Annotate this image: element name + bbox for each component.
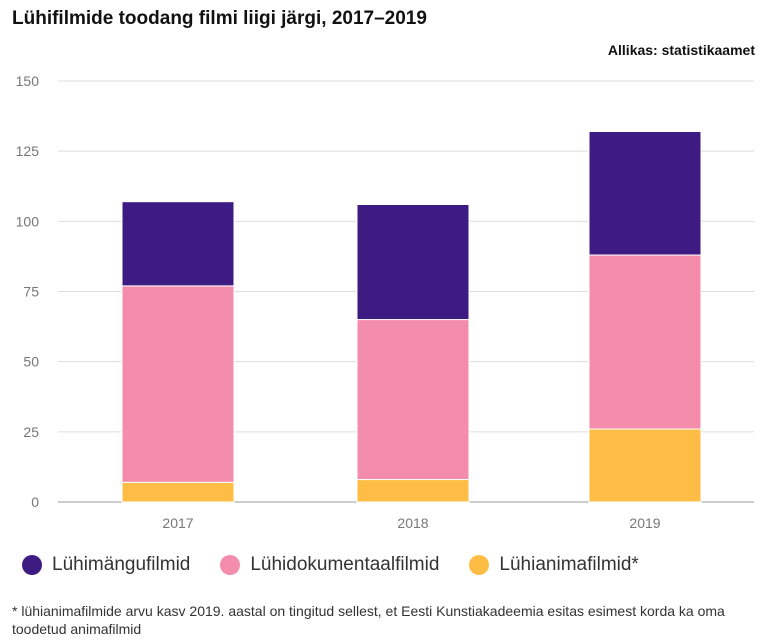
bar-segment-2017-1[interactable] xyxy=(121,481,235,503)
y-tick-label: 75 xyxy=(23,284,39,300)
legend-item[interactable]: Lühidokumentaalfilmid xyxy=(220,554,439,576)
chart-title: Lühifilmide toodang filmi liigi järgi, 2… xyxy=(12,8,427,29)
bar-segment-2019-2[interactable] xyxy=(588,254,702,430)
x-tick-label: 2018 xyxy=(397,515,428,531)
x-axis-ticks: 2017 2018 2019 xyxy=(162,515,660,531)
y-axis-ticks: 0 25 50 75 100 125 150 xyxy=(16,73,40,510)
y-tick-label: 150 xyxy=(16,73,40,89)
legend-swatch xyxy=(22,555,42,575)
legend-swatch xyxy=(469,555,490,575)
bar-segment-2018-2[interactable] xyxy=(356,319,470,481)
legend-label: Lühimängufilmid xyxy=(52,554,191,575)
bar-layer xyxy=(121,131,702,503)
y-tick-label: 25 xyxy=(23,424,39,440)
y-tick-label: 100 xyxy=(16,213,40,229)
y-tick-label: 50 xyxy=(23,354,39,370)
source-label: Allikas: statistikaamet xyxy=(607,42,755,58)
bar-segment-2019-3[interactable] xyxy=(588,131,702,256)
legend-label: Lühidokumentaalfilmid xyxy=(250,554,440,575)
y-tick-label: 125 xyxy=(16,143,40,159)
legend-item[interactable]: Lühianimafilmid* xyxy=(469,554,639,576)
y-tick-label: 0 xyxy=(31,494,39,510)
legend: Lühimängufilmid Lühidokumentaalfilmid Lühi… xyxy=(22,554,669,576)
footnote: * lühianimafilmide arvu kasv 2019. aasta… xyxy=(12,603,725,637)
bar-segment-2017-2[interactable] xyxy=(121,285,235,483)
x-tick-label: 2019 xyxy=(629,515,660,531)
x-tick-label: 2017 xyxy=(162,515,193,531)
legend-item[interactable]: Lühimängufilmid xyxy=(22,554,190,576)
bar-segment-2018-3[interactable] xyxy=(356,203,470,321)
bar-segment-2017-3[interactable] xyxy=(121,201,235,287)
legend-swatch xyxy=(220,555,241,575)
bar-segment-2018-1[interactable] xyxy=(356,479,470,503)
legend-label: Lühianimafilmid* xyxy=(499,554,639,575)
bar-segment-2019-1[interactable] xyxy=(588,428,702,503)
stacked-bar-chart: 0 25 50 75 100 125 150 2017 2018 2019 xyxy=(16,73,754,531)
